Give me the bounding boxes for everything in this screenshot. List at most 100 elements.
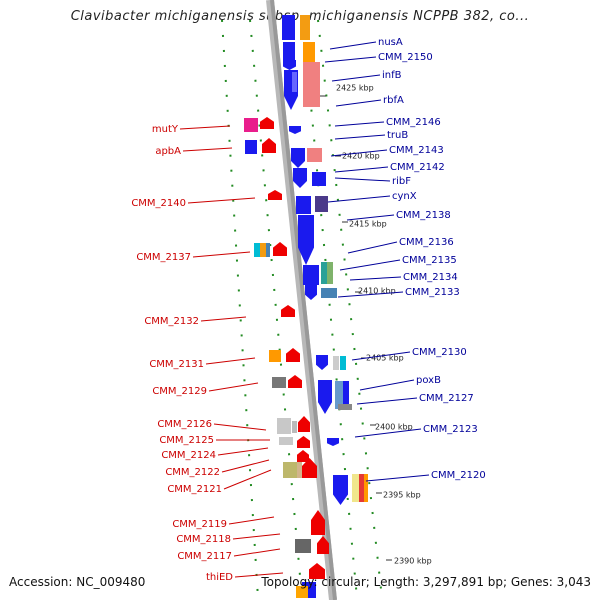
forward-gene-label[interactable]: rbfA <box>383 95 404 106</box>
gene-block <box>295 539 311 553</box>
forward-gene-label[interactable]: CMM_2146 <box>386 117 441 128</box>
forward-gene-label[interactable]: infB <box>382 70 402 81</box>
gene-block <box>254 243 260 257</box>
forward-label-leader <box>331 74 381 82</box>
reverse-label-leader <box>233 548 281 557</box>
forward-label-leader <box>337 291 404 298</box>
kbp-tick-label: 2390 kbp <box>394 557 432 566</box>
gene-block <box>296 586 308 598</box>
reverse-gene-label[interactable]: thiED <box>206 572 233 583</box>
forward-gene-label[interactable]: CMM_2127 <box>419 393 474 404</box>
kbp-tick-label: 2395 kbp <box>383 491 421 500</box>
gene-block <box>279 437 293 445</box>
reverse-gene-label[interactable]: apbA <box>155 146 181 157</box>
gene-block <box>297 462 302 478</box>
reverse-gene-label[interactable]: CMM_2132 <box>144 316 199 327</box>
forward-gene-label[interactable]: CMM_2123 <box>423 424 478 435</box>
forward-gene-label[interactable]: nusA <box>378 37 403 48</box>
reverse-gene-arrow <box>268 190 282 200</box>
reverse-gene-labels: mutY apbA CMM_2140 CMM_2137 CMM_2132 CMM_2131… <box>131 124 284 583</box>
reverse-label-leader <box>217 447 269 456</box>
forward-label-leader <box>324 56 377 63</box>
forward-label-leader <box>327 195 391 203</box>
reverse-label-leader <box>187 197 256 204</box>
map-title: Clavibacter michiganensis subsp. michiga… <box>70 9 530 24</box>
reverse-gene-label[interactable]: CMM_2121 <box>167 484 222 495</box>
forward-label-leader <box>356 397 418 405</box>
reverse-label-leader <box>205 357 256 365</box>
forward-gene-label[interactable]: CMM_2142 <box>390 162 445 173</box>
reverse-gene-label[interactable]: CMM_2129 <box>152 386 207 397</box>
reverse-label-leader <box>182 147 233 152</box>
gene-block <box>283 42 295 62</box>
forward-gene-label[interactable]: CMM_2130 <box>412 347 467 358</box>
gene-arrow-small <box>289 126 301 134</box>
forward-label-leader <box>359 379 415 391</box>
reverse-label-leader <box>200 316 247 322</box>
forward-gene-arrow <box>298 215 314 265</box>
forward-gene-label[interactable]: CMM_2150 <box>378 52 433 63</box>
forward-label-leader <box>339 259 401 271</box>
reverse-gene-label[interactable]: CMM_2122 <box>165 467 220 478</box>
forward-gene-arrow <box>318 380 332 414</box>
reverse-gene-label[interactable]: CMM_2119 <box>172 519 227 530</box>
reverse-gene-arrow <box>288 375 302 388</box>
forward-label-leader <box>329 41 377 50</box>
forward-gene-arrow <box>293 168 307 188</box>
forward-gene-label[interactable]: poxB <box>416 375 441 386</box>
reverse-gene-arrow <box>309 563 325 579</box>
reverse-gene-arrow <box>297 450 309 462</box>
gene-block <box>277 418 291 434</box>
gene-block <box>292 72 297 92</box>
kbp-tick-label: 2405 kbp <box>366 354 404 363</box>
reverse-gene-arrow <box>311 510 325 535</box>
forward-gene-label[interactable]: truB <box>387 130 408 141</box>
gene-block <box>303 42 315 62</box>
reverse-gene-label[interactable]: mutY <box>152 124 179 135</box>
reverse-gene-arrow <box>317 536 329 554</box>
reverse-gene-label[interactable]: CMM_2125 <box>159 435 214 446</box>
reverse-label-leader <box>221 459 270 473</box>
gene-block <box>359 474 365 502</box>
gene-block <box>282 15 295 40</box>
forward-gene-label[interactable]: CMM_2134 <box>403 272 458 283</box>
gene-block <box>352 474 362 502</box>
gene-block <box>303 62 320 107</box>
reverse-gene-arrow <box>286 348 300 362</box>
forward-gene-label[interactable]: CMM_2133 <box>405 287 460 298</box>
forward-label-leader <box>354 428 422 438</box>
reverse-gene-label[interactable]: CMM_2117 <box>177 551 232 562</box>
forward-gene-label[interactable]: CMM_2136 <box>399 237 454 248</box>
reverse-gene-label[interactable]: CMM_2140 <box>131 198 186 209</box>
gene-block <box>338 404 352 410</box>
reverse-gene-label[interactable]: CMM_2137 <box>136 252 191 263</box>
gene-block <box>335 381 343 409</box>
reverse-gene-label[interactable]: CMM_2118 <box>176 534 231 545</box>
forward-label-leader <box>334 134 386 140</box>
reverse-gene-label[interactable]: CMM_2124 <box>161 450 216 461</box>
kbp-ticks: 2425 kbp 2420 kbp 2415 kbp 2410 kbp 2405 kbp… <box>320 84 432 566</box>
kbp-tick-label: 2415 kbp <box>349 220 387 229</box>
accession-text: Accession: NC_009480 <box>9 575 146 589</box>
reverse-label-leader <box>208 382 259 392</box>
forward-gene-arrow <box>291 148 305 168</box>
reverse-gene-arrow <box>262 138 276 153</box>
dotted-guide-0 <box>221 19 259 599</box>
forward-gene-label[interactable]: CMM_2135 <box>402 255 457 266</box>
reverse-label-leader <box>213 423 267 431</box>
reverse-gene-label[interactable]: CMM_2126 <box>157 419 212 430</box>
forward-gene-label[interactable]: CMM_2143 <box>389 145 444 156</box>
reverse-gene-arrow <box>281 305 295 317</box>
forward-gene-label[interactable]: CMM_2138 <box>396 210 451 221</box>
forward-gene-label[interactable]: ribF <box>392 176 411 187</box>
reverse-label-leader <box>192 251 251 258</box>
forward-gene-label[interactable]: cynX <box>392 191 417 202</box>
reverse-gene-label[interactable]: CMM_2131 <box>149 359 204 370</box>
gene-block <box>321 288 337 298</box>
forward-label-leader <box>351 351 411 361</box>
dotted-guide-1 <box>249 19 303 599</box>
forward-gene-label[interactable]: CMM_2120 <box>431 470 486 481</box>
kbp-tick-label: 2425 kbp <box>336 84 374 93</box>
forward-gene-arrow <box>316 355 328 370</box>
